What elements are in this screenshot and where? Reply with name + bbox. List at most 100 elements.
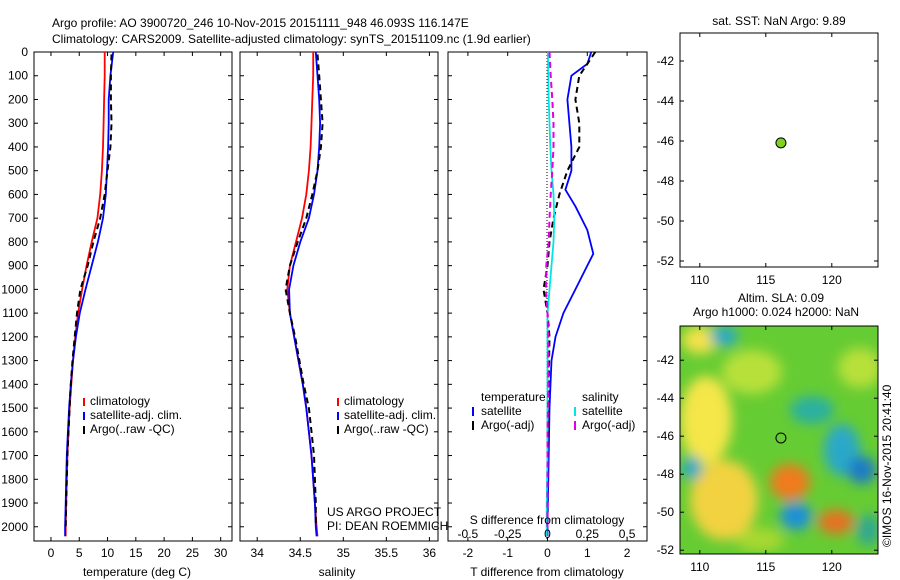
depth-tick-label: 1900 bbox=[1, 496, 28, 510]
x-tick-label: 34 bbox=[251, 546, 265, 560]
x-tick-label: 0 bbox=[544, 546, 551, 560]
legend-label-sal-argo: Argo(-adj) bbox=[582, 418, 635, 432]
series-line-satellite bbox=[546, 51, 595, 537]
float-position-marker bbox=[775, 432, 787, 444]
salinity-panel: 34 34.5 35 35.5 36 salinity climatology sate… bbox=[239, 51, 448, 579]
heatmap-blob bbox=[710, 326, 738, 346]
sla-map-axes: 110 115 120 -42 -44 -46 -48 -50 -52 bbox=[657, 325, 879, 574]
s-tick-label: 0 bbox=[544, 527, 551, 541]
depth-tick-label: 1100 bbox=[2, 306, 28, 320]
x-tick-label: 34.5 bbox=[289, 546, 313, 560]
depth-tick-label: 800 bbox=[8, 235, 28, 249]
legend-label-satellite: satellite-adj. clim. bbox=[344, 408, 436, 422]
lat-tick-label: -42 bbox=[657, 54, 675, 68]
x-tick-label: 5 bbox=[76, 546, 83, 560]
series-line-argo-raw-qc- bbox=[284, 54, 324, 527]
depth-tick-label: 500 bbox=[8, 164, 28, 178]
x-tick-label: 36 bbox=[423, 546, 437, 560]
lon-tick-label: 110 bbox=[690, 560, 709, 574]
sla-title: Altim. SLA: 0.09 bbox=[738, 291, 824, 305]
lat-tick-label: -42 bbox=[657, 353, 675, 367]
lon-tick-label: 120 bbox=[822, 560, 842, 574]
lon-tick-label: 110 bbox=[690, 273, 709, 287]
legend-header-salinity: salinity bbox=[582, 390, 619, 404]
x-tick-label: 1 bbox=[584, 546, 591, 560]
lat-tick-label: -50 bbox=[657, 214, 675, 228]
difference-panel: -2 -1 0 1 2 T difference from climatology S … bbox=[447, 51, 648, 579]
temperature-panel: 0 5 10 15 20 25 300100200300400500600700800900… bbox=[1, 45, 233, 579]
x-tick-label: 35 bbox=[337, 546, 351, 560]
sst-map-title: sat. SST: NaN Argo: 9.89 bbox=[712, 14, 846, 28]
depth-tick-label: 1300 bbox=[1, 354, 28, 368]
legend-label-sal-satellite: satellite bbox=[582, 404, 623, 418]
temperature-axes: 0 5 10 15 20 25 300100200300400500600700800900… bbox=[1, 45, 233, 560]
heatmap-blob bbox=[690, 460, 758, 540]
depth-tick-label: 1600 bbox=[1, 425, 28, 439]
series-line-satellite-adj-clim- bbox=[288, 51, 321, 537]
x-tick-label: 20 bbox=[157, 546, 171, 560]
temperature-frame bbox=[33, 51, 233, 542]
x-tick-label: -2 bbox=[463, 546, 474, 560]
heatmap-blob bbox=[682, 326, 718, 354]
salinity-x-label: salinity bbox=[319, 565, 356, 579]
lat-tick-label: -50 bbox=[657, 505, 675, 519]
pi-label: PI: DEAN ROEMMICH bbox=[327, 519, 448, 533]
x-tick-label: 15 bbox=[129, 546, 143, 560]
sst-map-axes: 110 115 120 -42 -44 -46 -48 -50 -52 bbox=[657, 32, 879, 287]
temperature-series bbox=[64, 51, 115, 537]
lat-tick-label: -48 bbox=[657, 467, 675, 481]
difference-series bbox=[542, 51, 597, 537]
salinity-legend: climatology satellite-adj. clim. Argo(..… bbox=[337, 394, 436, 436]
heatmap-blob bbox=[856, 514, 878, 546]
depth-tick-label: 300 bbox=[8, 116, 28, 130]
salinity-series bbox=[284, 51, 324, 537]
salinity-frame bbox=[239, 51, 439, 542]
argo-height-title: Argo h1000: 0.024 h2000: NaN bbox=[693, 305, 859, 319]
legend-header-temperature: temperature bbox=[481, 390, 546, 404]
lat-tick-label: -48 bbox=[657, 174, 675, 188]
legend-label-climatology: climatology bbox=[90, 394, 150, 408]
sla-map-points bbox=[775, 432, 787, 444]
x-tick-label: 35.5 bbox=[375, 546, 399, 560]
s-tick-label: -0.25 bbox=[494, 527, 522, 541]
legend-label-satellite: satellite-adj. clim. bbox=[90, 408, 182, 422]
legend-label-argo: Argo(..raw -QC) bbox=[344, 422, 429, 436]
s-tick-label: 0.25 bbox=[576, 527, 600, 541]
profile-title: Argo profile: AO 3900720_246 10-Nov-2015… bbox=[52, 16, 469, 30]
heatmap-blob bbox=[838, 348, 878, 388]
heatmap-blob bbox=[722, 350, 782, 394]
depth-tick-label: 1200 bbox=[1, 330, 28, 344]
x-tick-label: -1 bbox=[502, 546, 513, 560]
series-line-satellite-adj-clim- bbox=[64, 51, 115, 537]
float-position-marker bbox=[775, 137, 787, 149]
depth-tick-label: 1000 bbox=[1, 282, 28, 296]
heatmap-blob bbox=[818, 510, 854, 534]
sst_map-frame bbox=[679, 32, 879, 268]
depth-tick-label: 700 bbox=[8, 211, 28, 225]
sla-map-panel: Altim. SLA: 0.09 Argo h1000: 0.024 h2000… bbox=[657, 291, 894, 574]
heatmap-field bbox=[680, 326, 878, 552]
depth-tick-label: 1800 bbox=[1, 472, 28, 486]
lat-tick-label: -46 bbox=[657, 134, 675, 148]
depth-tick-label: 1700 bbox=[1, 449, 28, 463]
difference-x-label: T difference from climatology bbox=[470, 565, 624, 579]
salinity-difference-ticks: -0.5 -0.25 0 0.25 0.5 bbox=[458, 527, 636, 541]
sst-map-panel: sat. SST: NaN Argo: 9.89 110 115 120 -42 -44… bbox=[657, 14, 879, 287]
legend-label-temp-argo: Argo(-adj) bbox=[481, 418, 534, 432]
depth-tick-label: 200 bbox=[8, 92, 28, 106]
lon-tick-label: 115 bbox=[756, 273, 775, 287]
heatmap-blob bbox=[780, 502, 812, 530]
x-tick-label: 0 bbox=[48, 546, 55, 560]
heatmap-blob bbox=[682, 456, 702, 480]
project-label: US ARGO PROJECT bbox=[327, 505, 442, 519]
temperature-legend: climatology satellite-adj. clim. Argo(..… bbox=[83, 394, 182, 436]
lon-tick-label: 120 bbox=[822, 273, 842, 287]
depth-tick-label: 2000 bbox=[1, 520, 28, 534]
depth-tick-label: 100 bbox=[8, 69, 28, 83]
x-tick-label: 25 bbox=[186, 546, 200, 560]
heatmap-blob bbox=[770, 464, 810, 500]
depth-tick-label: 0 bbox=[21, 45, 28, 59]
legend-label-temp-satellite: satellite bbox=[481, 404, 522, 418]
legend-label-climatology: climatology bbox=[344, 394, 404, 408]
